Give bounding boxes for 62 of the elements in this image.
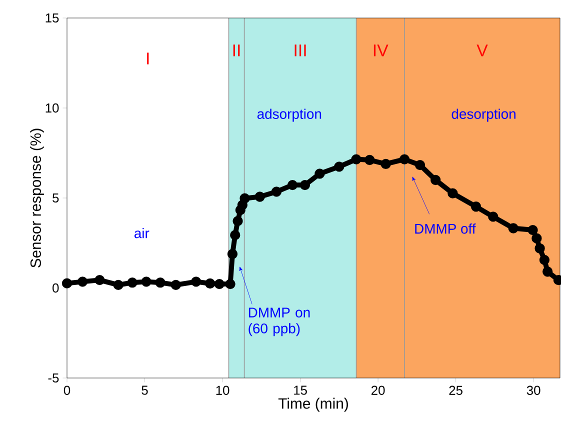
x-tick-label: 5 (142, 386, 148, 395)
point (232, 216, 243, 226)
y-tick-label: 10 (46, 103, 59, 113)
point (237, 200, 248, 210)
y-tick-label: -5 (48, 373, 59, 383)
point (300, 180, 310, 190)
point (191, 276, 202, 287)
point (113, 280, 124, 290)
x-tick-label: 0 (64, 386, 70, 395)
point (155, 278, 166, 288)
point (470, 202, 482, 212)
point (240, 193, 250, 204)
point (430, 174, 441, 186)
point (380, 158, 391, 170)
point (334, 162, 344, 172)
point (225, 278, 236, 290)
point (542, 266, 553, 277)
annotation: desorption (452, 108, 516, 122)
point (271, 186, 282, 197)
point (141, 276, 152, 287)
point (127, 278, 138, 288)
x-tick-label: 10 (216, 386, 230, 395)
point (539, 254, 550, 265)
point (399, 154, 410, 164)
point (170, 280, 181, 290)
point (214, 278, 224, 290)
point (287, 180, 298, 190)
annotation: adsorption (257, 108, 322, 122)
annotation: DMMP off (415, 223, 476, 234)
y-axis-title: Sensor response (%) (30, 128, 44, 268)
point (230, 230, 240, 240)
point (528, 224, 538, 236)
point (448, 188, 458, 198)
point (414, 160, 426, 170)
point (364, 154, 375, 166)
point (314, 168, 325, 179)
point (488, 212, 498, 222)
point (532, 233, 542, 244)
point (254, 192, 265, 202)
y-tick-label: 0 (52, 283, 59, 293)
point (351, 154, 362, 164)
annotation: I (147, 52, 149, 64)
x-tick-label: 25 (449, 386, 462, 395)
point (508, 223, 518, 234)
band-label: III (294, 44, 306, 56)
annotation: DMMP on (60 ppb) (248, 308, 310, 336)
point (94, 275, 105, 286)
band-label: II (233, 44, 240, 56)
y-tick-label: 15 (46, 13, 59, 23)
band-label: V (476, 44, 488, 56)
y-tick-label: 5 (52, 193, 59, 203)
point (227, 248, 238, 260)
point (534, 243, 545, 254)
point (62, 278, 72, 288)
point (77, 276, 88, 287)
x-tick-label: 15 (294, 386, 307, 395)
x-axis-title: Time (min) (278, 398, 348, 412)
x-tick-label: 30 (526, 386, 540, 395)
x-tick-label: 20 (372, 386, 385, 395)
band-label: IV (374, 44, 388, 56)
point (205, 278, 216, 289)
annotation: air (134, 228, 150, 238)
